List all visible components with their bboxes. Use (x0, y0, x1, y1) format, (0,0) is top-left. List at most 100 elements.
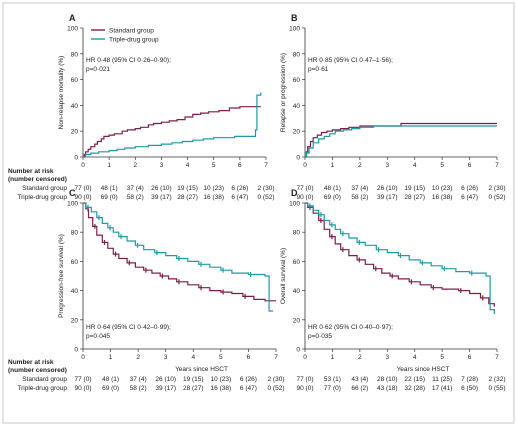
x-axis-label: Years since HSCT (175, 366, 228, 373)
x-tick-label: 0 (303, 162, 307, 169)
panel-c: C 0 20 40 60 80 100 0 1 2 3 4 5 6 7 Progression-free su… (8, 188, 284, 392)
y-tick-label: 40 (71, 288, 79, 295)
risk-value: 66 (2) (351, 385, 368, 392)
legend-label: Standard group (109, 28, 154, 35)
risk-value: 90 (0) (75, 385, 92, 392)
y-tick-label: 60 (293, 77, 301, 84)
risk-value: 48 (1) (324, 185, 341, 192)
risk-value: 48 (1) (101, 185, 118, 192)
x-tick-label: 3 (160, 162, 164, 169)
risk-value: 6 (26) (231, 185, 248, 192)
risk-value: 19 (15) (183, 376, 204, 383)
risk-value: 43 (4) (351, 376, 368, 383)
risk-value: 22 (15) (404, 376, 425, 383)
risk-value: 77 (0) (324, 385, 341, 392)
risk-value: 77 (0) (75, 376, 92, 383)
risk-value: 0 (52) (489, 194, 506, 201)
risk-value: 90 (0) (297, 194, 314, 201)
x-tick-label: 4 (191, 354, 195, 361)
risk-value: 53 (1) (324, 376, 341, 383)
risk-value: 48 (1) (102, 376, 119, 383)
panel-a: A 0 20 40 60 80 100 0 1 2 3 4 5 6 7 Non-relapse mortali… (8, 13, 274, 201)
risk-value: 11 (25) (432, 376, 452, 383)
x-tick-label: 2 (133, 162, 137, 169)
series-line-triple (83, 202, 274, 312)
y-tick-label: 60 (71, 77, 79, 84)
x-tick-label: 3 (385, 354, 389, 361)
x-tick-label: 5 (440, 354, 444, 361)
x-tick-label: 7 (495, 354, 499, 361)
y-tick-label: 80 (293, 230, 301, 237)
y-tick-label: 20 (71, 129, 79, 136)
risk-value: 10 (23) (211, 376, 232, 383)
hr-annotation: p=0·61 (308, 66, 329, 73)
risk-value: 58 (2) (351, 194, 368, 201)
panel-letter: D (291, 188, 298, 198)
series-line-triple (305, 125, 497, 158)
risk-value: 10 (23) (203, 185, 224, 192)
risk-value: 37 (4) (127, 185, 144, 192)
risk-value: 6 (50) (461, 385, 478, 392)
risk-row-label: Standard group (22, 185, 67, 192)
x-tick-label: 2 (358, 354, 362, 361)
x-axis-label: Years since HSCT (397, 366, 450, 373)
series-line-triple (305, 202, 495, 314)
risk-value: 43 (18) (377, 385, 398, 392)
risk-value: 39 (17) (155, 385, 176, 392)
risk-value: 16 (38) (203, 194, 224, 201)
risk-value: 0 (52) (268, 385, 285, 392)
x-tick-label: 6 (468, 162, 472, 169)
x-tick-label: 6 (247, 354, 251, 361)
risk-table-heading: Number at risk (8, 168, 54, 175)
x-tick-label: 0 (81, 162, 85, 169)
y-tick-label: 0 (296, 347, 300, 354)
risk-value: 77 (0) (297, 185, 314, 192)
x-tick-label: 1 (107, 162, 111, 169)
risk-value: 6 (47) (231, 194, 248, 201)
y-tick-label: 60 (71, 259, 79, 266)
hr-annotation: HR 0·62 (95% CI 0·40–0·97); (308, 324, 393, 331)
panel-letter: B (291, 13, 298, 23)
risk-value: 6 (47) (240, 385, 257, 392)
y-tick-label: 20 (293, 317, 301, 324)
x-tick-label: 2 (136, 354, 140, 361)
risk-value: 10 (23) (432, 185, 453, 192)
series-line-triple (83, 92, 262, 158)
x-tick-label: 7 (274, 354, 278, 361)
x-tick-label: 4 (186, 162, 190, 169)
x-tick-label: 7 (495, 162, 499, 169)
risk-row-label: Triple-drug group (17, 194, 67, 201)
hr-annotation: p=0·021 (86, 66, 110, 73)
x-tick-label: 0 (303, 354, 307, 361)
risk-value: 0 (55) (489, 385, 506, 392)
y-tick-label: 80 (71, 51, 79, 58)
y-tick-label: 100 (289, 26, 300, 33)
x-tick-label: 0 (81, 354, 85, 361)
x-tick-label: 1 (331, 162, 335, 169)
x-tick-label: 4 (413, 162, 417, 169)
risk-value: 7 (28) (461, 376, 478, 383)
y-tick-label: 100 (67, 201, 78, 208)
hr-annotation: p=0·035 (308, 333, 332, 340)
risk-value: 16 (38) (211, 385, 232, 392)
risk-value: 19 (15) (404, 185, 425, 192)
risk-value: 6 (47) (461, 194, 478, 201)
risk-table-subheading: (number censored) (8, 176, 67, 183)
x-tick-label: 5 (219, 354, 223, 361)
y-tick-label: 20 (293, 129, 301, 136)
risk-value: 39 (17) (151, 194, 172, 201)
panel-d: D 0 20 40 60 80 100 0 1 2 3 4 5 6 7 Overall survival (%… (280, 188, 505, 392)
risk-value: 2 (30) (489, 185, 506, 192)
hr-annotation: p=0·045 (86, 333, 110, 340)
series-line-standard (305, 122, 497, 158)
y-tick-label: 0 (296, 155, 300, 162)
legend-label: Triple-drug group (109, 37, 159, 44)
y-axis-label: Overall survival (%) (280, 248, 287, 304)
risk-value: 2 (30) (268, 376, 285, 383)
x-tick-label: 4 (413, 354, 417, 361)
series-line-standard (305, 202, 495, 307)
y-axis-label: Relapse or progression (%) (280, 53, 287, 132)
risk-value: 69 (0) (102, 385, 119, 392)
x-tick-label: 1 (331, 354, 335, 361)
